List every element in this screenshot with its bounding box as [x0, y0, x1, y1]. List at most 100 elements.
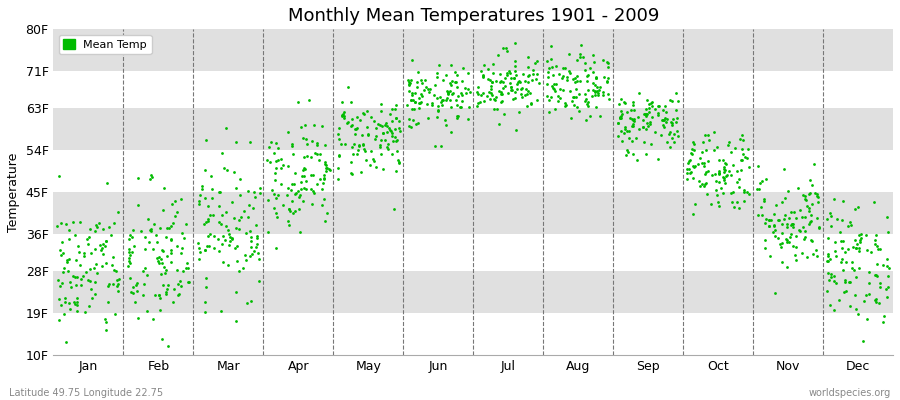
Point [600, 79, 615, 86]
Point [346, 141, 361, 147]
Point [651, 156, 665, 162]
Point [106, 281, 121, 287]
Point [687, 141, 701, 148]
Point [850, 204, 865, 211]
Point [244, 234, 258, 240]
Point [868, 272, 883, 278]
Point [321, 166, 336, 172]
Point [881, 228, 896, 235]
Point [586, 80, 600, 86]
Point [860, 247, 874, 253]
Point [809, 246, 824, 253]
Point [284, 181, 299, 187]
Point [471, 91, 485, 97]
Point [558, 64, 572, 71]
Point [262, 144, 276, 151]
Point [736, 189, 751, 195]
Point [852, 248, 867, 254]
Point [728, 145, 742, 151]
Point [642, 108, 656, 115]
Point [837, 288, 851, 295]
Point [581, 99, 596, 105]
Point [579, 96, 593, 102]
Point [620, 147, 634, 153]
Point [179, 265, 194, 271]
Point [559, 101, 573, 108]
Point [717, 174, 732, 181]
Point [597, 74, 611, 80]
Point [778, 195, 792, 201]
Point [54, 252, 68, 258]
Point [687, 147, 701, 153]
Point [615, 138, 629, 144]
Point [852, 239, 867, 245]
Point [857, 298, 871, 304]
Point [428, 82, 443, 88]
Point [281, 128, 295, 135]
Point [820, 253, 834, 260]
Point [580, 78, 594, 84]
Point [225, 199, 239, 205]
Point [98, 260, 112, 267]
Point [632, 126, 646, 132]
Point [148, 292, 162, 298]
Point [126, 284, 140, 290]
Point [485, 78, 500, 85]
Point [632, 90, 646, 96]
Point [359, 124, 374, 130]
Point [436, 77, 451, 83]
Point [724, 189, 738, 196]
Point [879, 294, 894, 300]
Point [655, 117, 670, 124]
Point [640, 111, 654, 117]
Point [249, 222, 264, 228]
Point [86, 295, 100, 302]
Point [544, 83, 559, 89]
Point [167, 198, 182, 205]
Point [797, 196, 812, 203]
Point [414, 99, 428, 106]
Point [401, 116, 416, 122]
Point [775, 240, 789, 246]
Point [266, 204, 281, 211]
Point [734, 157, 748, 163]
Point [872, 283, 886, 290]
Point [437, 117, 452, 124]
Point [56, 250, 70, 256]
Point [54, 302, 68, 308]
Point [415, 80, 429, 86]
Point [781, 239, 796, 245]
Point [317, 171, 331, 178]
Point [789, 233, 804, 240]
Point [716, 190, 731, 196]
Point [582, 113, 597, 119]
Point [68, 274, 83, 280]
Point [233, 176, 248, 182]
Point [762, 223, 777, 229]
Point [57, 311, 71, 317]
Point [408, 99, 422, 106]
Point [407, 106, 421, 112]
Point [122, 255, 136, 262]
Point [222, 241, 237, 248]
Point [236, 264, 250, 271]
Point [268, 165, 283, 172]
Point [157, 207, 171, 214]
Point [759, 215, 773, 222]
Point [352, 143, 366, 150]
Point [834, 245, 849, 251]
Point [626, 116, 640, 122]
Point [443, 80, 457, 87]
Point [601, 64, 616, 70]
Point [726, 189, 741, 195]
Point [541, 69, 555, 75]
Point [842, 303, 857, 309]
Point [803, 177, 817, 183]
Point [529, 96, 544, 103]
Point [87, 228, 102, 234]
Point [203, 212, 218, 218]
Point [55, 280, 69, 286]
Point [412, 95, 427, 102]
Point [555, 86, 570, 93]
Point [376, 130, 391, 136]
